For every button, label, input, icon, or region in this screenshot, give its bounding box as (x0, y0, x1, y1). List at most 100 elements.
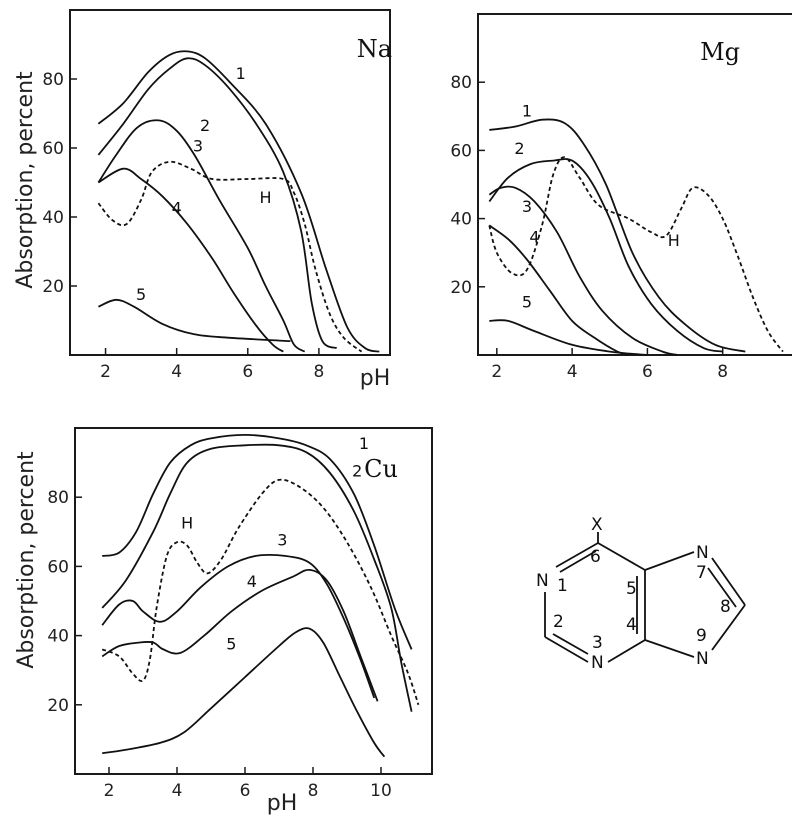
series-line-5 (98, 298, 291, 343)
panel-title: Cu (364, 455, 398, 483)
bond-c5-c6 (597, 542, 646, 571)
chart-panel-mg: 2 4 6 8 20 40 60 80 Mg 1 2 3 4 5 H (450, 13, 792, 382)
series-line-h (101, 478, 420, 706)
x-tick-label: 10 (370, 781, 392, 801)
y-tick-label: 20 (47, 696, 69, 716)
atom-n7-n: N (696, 543, 709, 563)
bond-n7-c8 (711, 557, 746, 606)
x-tick-label: 6 (642, 362, 653, 382)
series-label-5: 5 (226, 634, 236, 653)
series-label-3: 3 (277, 531, 287, 550)
x-tick-label: 6 (242, 362, 253, 382)
series-label-5: 5 (136, 285, 146, 304)
y-axis-title: Absorption, percent (14, 451, 39, 669)
series-label-1: 1 (236, 64, 246, 83)
y-tick-label: 20 (42, 277, 64, 297)
series-label-4: 4 (172, 199, 182, 218)
series-line-5 (102, 627, 386, 758)
y-tick-label: 60 (42, 139, 64, 159)
x-tick-label: 2 (104, 781, 115, 801)
y-tick-label: 60 (47, 557, 69, 577)
atom-label-1: 1 (557, 576, 568, 596)
series-line-4 (97, 167, 284, 353)
x-tick-label: 6 (240, 781, 251, 801)
bond-c6-n1-double (559, 550, 597, 573)
series-label-1: 1 (359, 434, 369, 453)
bond-c2-n3-double (552, 633, 589, 655)
series-label-h: H (668, 231, 680, 250)
series-line-4 (488, 224, 629, 356)
atom-label-8: 8 (720, 597, 731, 617)
series-label-5: 5 (522, 292, 532, 311)
x-tick-label: 8 (308, 781, 319, 801)
y-tick-label: 40 (42, 208, 64, 228)
x-tick-label: 4 (171, 362, 182, 382)
y-axis-title: Absorption, percent (13, 71, 38, 289)
series-label-3: 3 (522, 197, 532, 216)
y-tick-label: 80 (47, 488, 69, 508)
series-line-1 (97, 50, 380, 353)
y-tick-label: 80 (450, 73, 472, 93)
series-label-h: H (260, 188, 272, 207)
y-tick-label: 60 (450, 141, 472, 161)
series-label-2: 2 (200, 116, 210, 135)
atom-label-2: 2 (553, 612, 564, 632)
bond-c8-n9 (711, 604, 746, 651)
x-tick-label: 8 (313, 362, 324, 382)
x-axis-title: pH (267, 791, 298, 816)
y-tick-label: 40 (47, 627, 69, 647)
atom-n1: N (536, 571, 549, 591)
series-line-h (488, 156, 784, 353)
x-tick-label: 4 (172, 781, 183, 801)
panel-title: Mg (700, 38, 740, 66)
atom-label-4: 4 (626, 615, 637, 635)
series-line-3 (101, 554, 376, 699)
purine-structure: X N 1 2 N 3 4 5 6 N 7 8 9 N (536, 515, 746, 673)
panel-title: Na (357, 35, 392, 63)
series-line-5 (489, 319, 648, 356)
atom-n9: N (696, 649, 709, 669)
series-line-1 (489, 118, 746, 353)
series-label-h: H (181, 513, 193, 532)
series-line-1 (102, 433, 413, 650)
y-tick-label: 80 (42, 70, 64, 90)
series-label-2: 2 (514, 139, 524, 158)
series-label-3: 3 (193, 136, 203, 155)
bond-n3-c4 (607, 639, 646, 663)
bond-n9-c4 (644, 639, 695, 658)
y-tick-label: 20 (450, 278, 472, 298)
chart-panel-cu: 2 4 6 8 10 20 40 60 80 Cu pH Absorption, percent 1 2 3… (14, 427, 433, 816)
series-label-2: 2 (352, 461, 362, 480)
atom-x: X (591, 515, 603, 535)
bond-c2-n3 (544, 636, 589, 663)
atom-label-3: 3 (592, 633, 603, 653)
series-line-3 (97, 119, 306, 353)
x-tick-label: 8 (717, 362, 728, 382)
atom-label-6: 6 (590, 547, 601, 567)
x-tick-label: 2 (100, 362, 111, 382)
series-label-4: 4 (247, 572, 257, 591)
series-line-2 (97, 57, 338, 349)
series-line-3 (488, 185, 678, 356)
plot-frame (74, 427, 433, 775)
y-tick-label: 40 (450, 210, 472, 230)
x-tick-label: 2 (491, 362, 502, 382)
x-axis-title: pH (360, 366, 391, 391)
bond-n7-c8-double (707, 567, 737, 608)
series-line-4 (101, 568, 379, 702)
series-label-4: 4 (529, 227, 539, 246)
series-line-2 (101, 443, 413, 712)
bond-c6-n1 (555, 542, 599, 568)
atom-label-9: 9 (696, 626, 707, 646)
atom-n3: N (591, 653, 604, 673)
bond-c5-n7 (644, 551, 695, 571)
atom-label-5: 5 (626, 579, 637, 599)
x-tick-label: 4 (567, 362, 578, 382)
atom-label-7: 7 (696, 563, 707, 583)
series-line-h (97, 160, 363, 353)
plot-frame (69, 9, 391, 356)
series-line-2 (488, 158, 723, 353)
series-label-1: 1 (522, 101, 532, 120)
